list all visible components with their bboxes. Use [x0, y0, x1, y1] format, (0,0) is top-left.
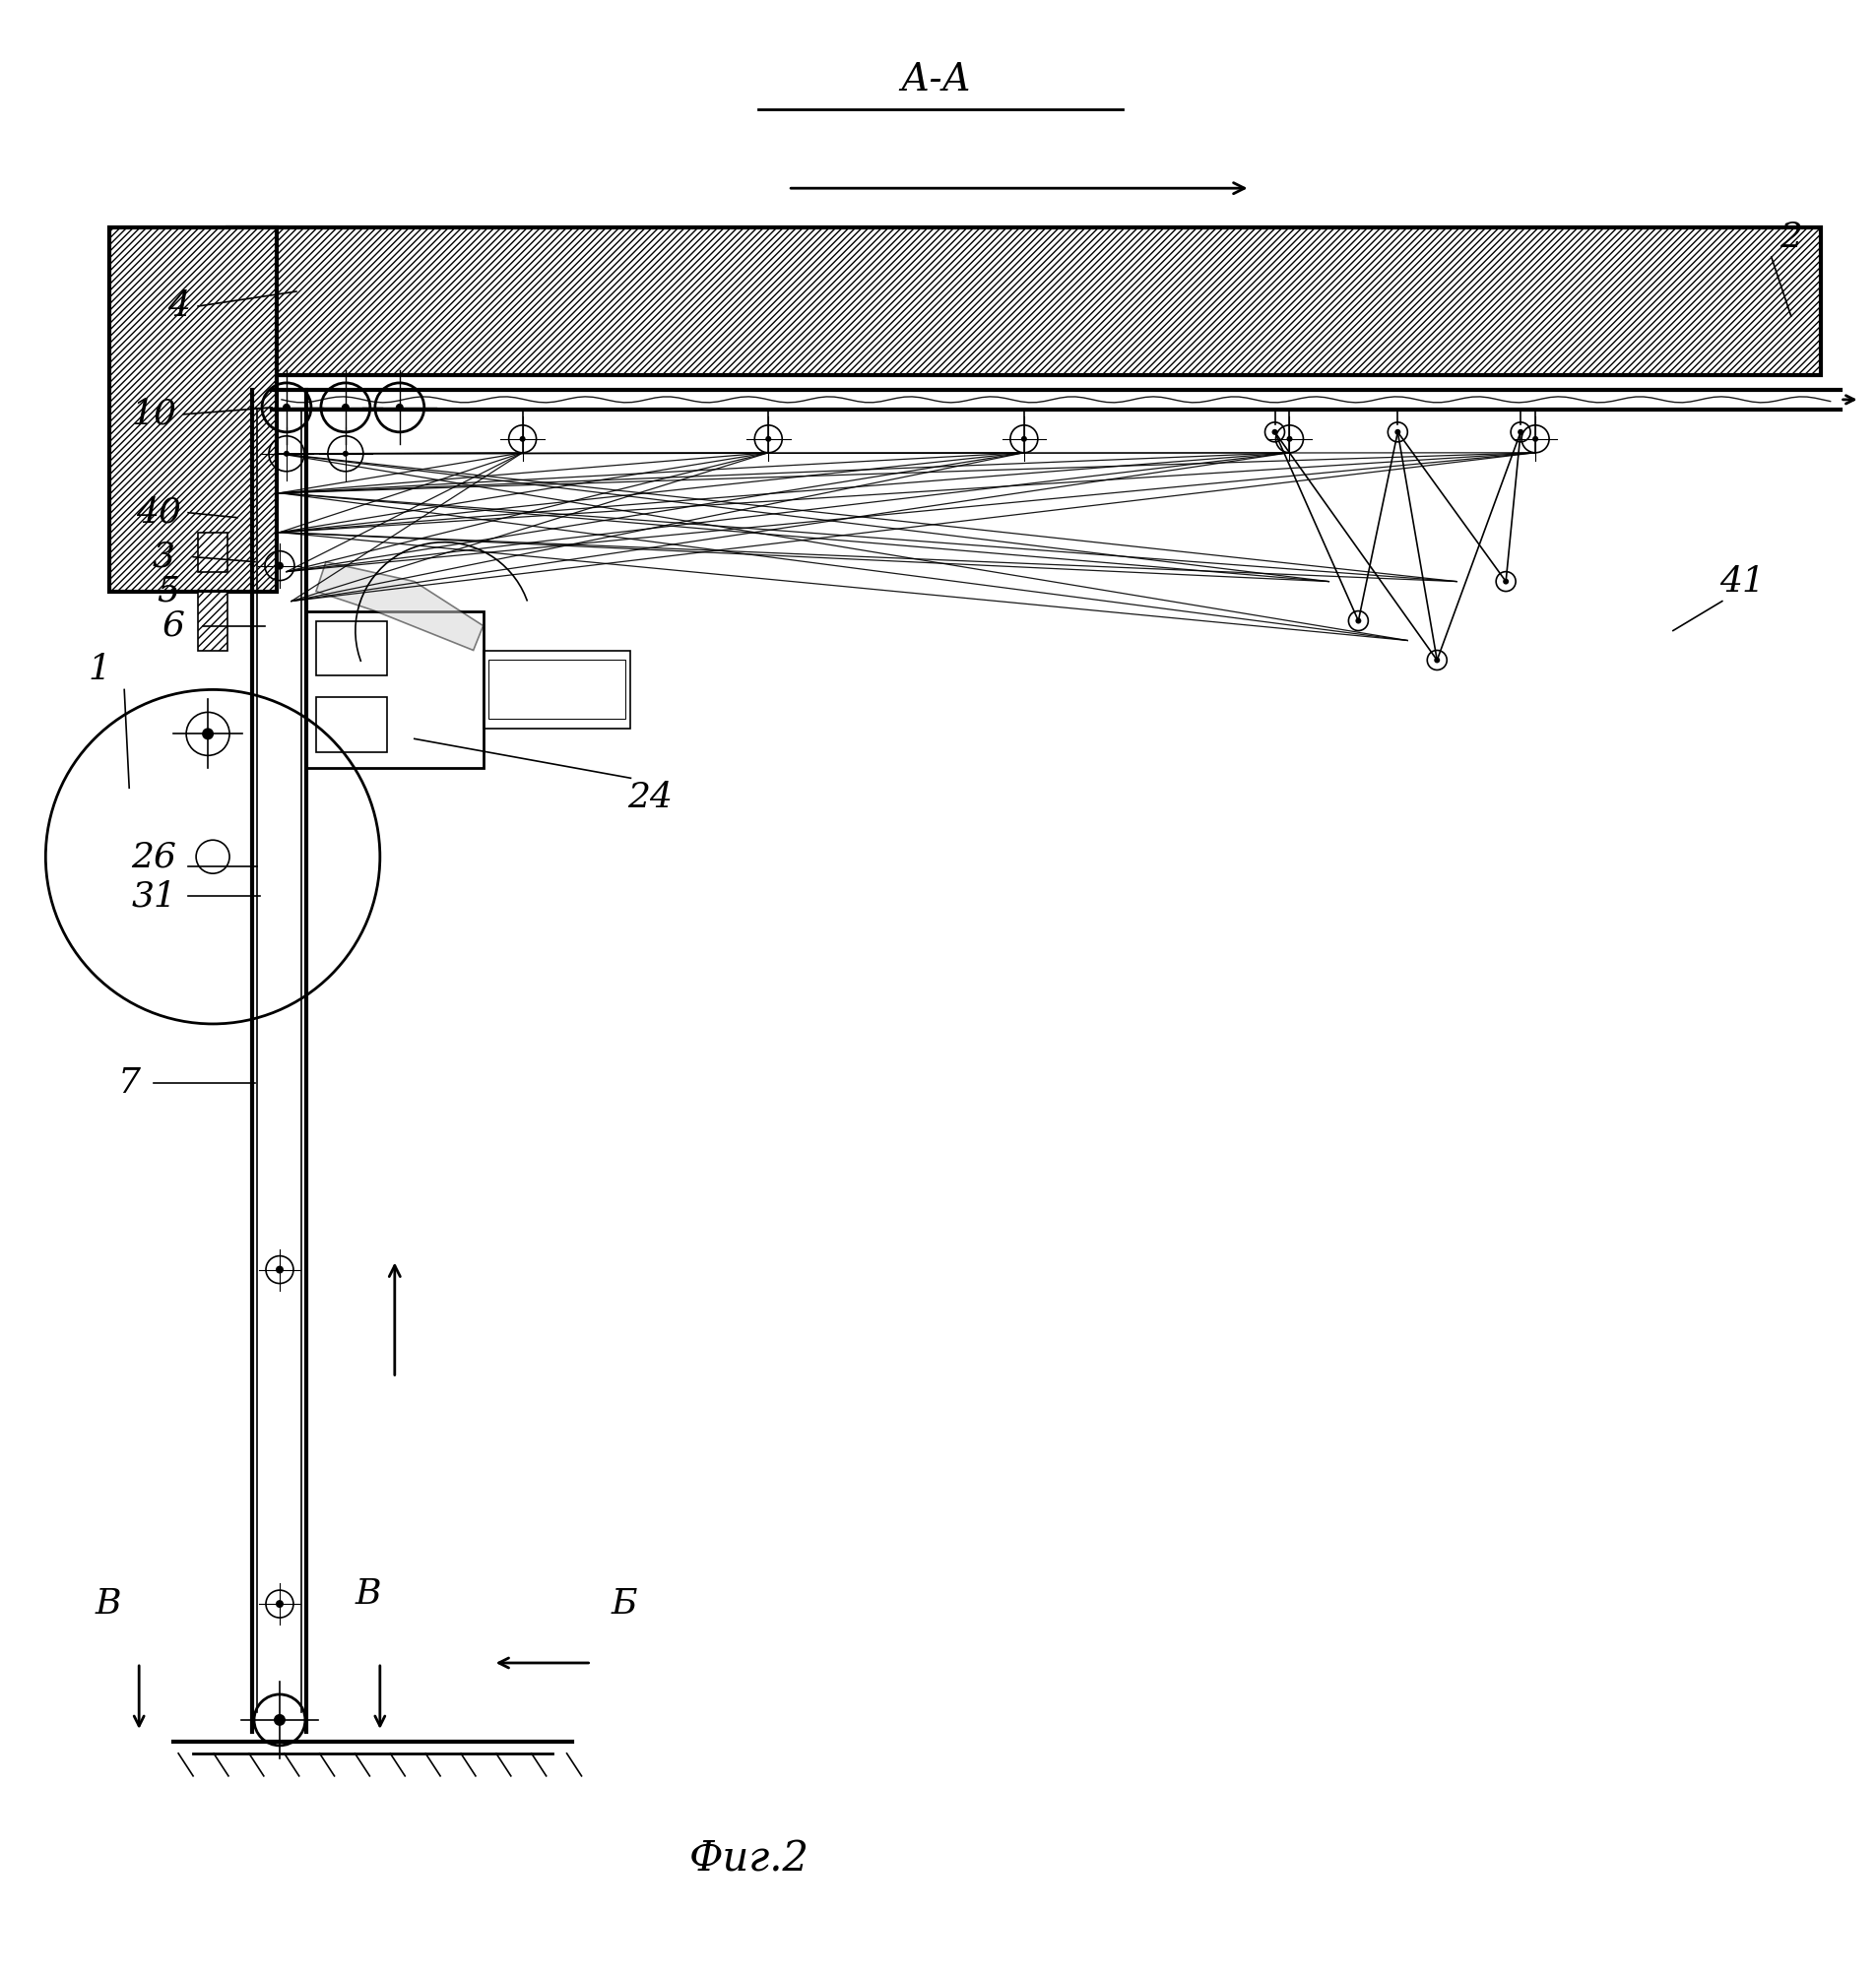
Text: Фиг.2: Фиг.2 — [688, 1840, 809, 1881]
Text: 26: 26 — [131, 840, 176, 873]
Text: 40: 40 — [137, 496, 182, 530]
Circle shape — [765, 437, 771, 443]
Circle shape — [1433, 658, 1441, 664]
Text: 1: 1 — [88, 654, 111, 688]
Text: 4: 4 — [167, 288, 189, 322]
Circle shape — [283, 403, 291, 411]
Bar — [315, 620, 386, 676]
Polygon shape — [199, 591, 227, 650]
Circle shape — [343, 451, 349, 456]
Text: 2: 2 — [1780, 221, 1803, 255]
Text: 3: 3 — [152, 539, 174, 573]
Circle shape — [341, 403, 349, 411]
Circle shape — [276, 561, 283, 569]
Circle shape — [1503, 579, 1508, 585]
Text: В: В — [355, 1577, 381, 1610]
Bar — [315, 698, 386, 753]
Bar — [488, 660, 627, 719]
Circle shape — [1533, 437, 1538, 443]
Text: 6: 6 — [161, 609, 184, 642]
Circle shape — [1518, 429, 1523, 435]
Text: Б: Б — [612, 1587, 638, 1620]
Circle shape — [520, 437, 525, 443]
Circle shape — [203, 727, 214, 739]
Circle shape — [283, 451, 289, 456]
Text: 7: 7 — [118, 1067, 141, 1099]
Circle shape — [276, 1267, 283, 1275]
Bar — [484, 650, 630, 729]
Polygon shape — [227, 227, 1820, 375]
Text: 24: 24 — [628, 781, 673, 814]
Polygon shape — [315, 561, 484, 650]
Circle shape — [274, 1713, 285, 1725]
Text: А-А: А-А — [900, 61, 972, 99]
Circle shape — [1272, 429, 1278, 435]
Circle shape — [1394, 429, 1401, 435]
Circle shape — [1287, 437, 1293, 443]
Text: 31: 31 — [131, 879, 176, 913]
Bar — [306, 611, 484, 769]
Polygon shape — [109, 227, 276, 591]
Text: 10: 10 — [131, 397, 176, 431]
Text: 5: 5 — [158, 575, 180, 609]
Polygon shape — [199, 532, 227, 571]
Text: 41: 41 — [1718, 565, 1765, 599]
Circle shape — [396, 403, 403, 411]
Circle shape — [1356, 618, 1362, 624]
Circle shape — [276, 1601, 283, 1608]
Circle shape — [1021, 437, 1026, 443]
Text: В: В — [96, 1587, 120, 1620]
